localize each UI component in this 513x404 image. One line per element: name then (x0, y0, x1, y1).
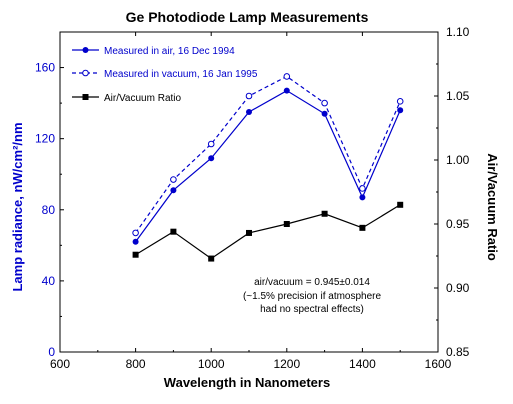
series-2-point (170, 228, 177, 235)
x-axis-label: Wavelength in Nanometers (164, 375, 330, 390)
series-0-point (246, 109, 252, 115)
series-line-2 (135, 204, 401, 260)
y2-tick-label: 1.10 (446, 25, 470, 39)
series-1-point (283, 73, 291, 80)
series-0-point (283, 87, 290, 94)
legend-marker-0 (82, 47, 89, 53)
series-0-point (208, 155, 215, 162)
series-0-point (397, 107, 404, 114)
annotation-line-2: had no spectral effects) (260, 304, 364, 315)
y2-tick-label: 0.85 (446, 345, 470, 359)
plot-frame (59, 31, 439, 353)
series-1-point (170, 176, 177, 183)
series-1-point (321, 99, 328, 107)
series-2-point (359, 224, 366, 231)
series-2-point (208, 255, 215, 262)
series-line-1 (135, 75, 401, 234)
legend-label-2: Air/Vacuum Ratio (104, 93, 182, 104)
series-1-point (207, 140, 215, 148)
y-tick-label: 0 (48, 345, 55, 359)
series-2-point (283, 221, 290, 227)
series-2-point (397, 201, 404, 208)
x-tick-label: 600 (50, 357, 70, 371)
series-line-0 (135, 89, 401, 243)
legend-label-0: Measured in air, 16 Dec 1994 (104, 46, 235, 57)
y2-tick-label: 1.00 (446, 153, 470, 167)
x-tick-label: 1400 (349, 357, 376, 371)
chart-title: Ge Photodiode Lamp Measurements (126, 9, 369, 25)
series-2-point (132, 251, 139, 258)
y2-tick-label: 0.95 (446, 217, 470, 231)
annotation-line-0: air/vacuum = 0.945±0.014 (254, 277, 370, 288)
y-tick-label: 40 (42, 274, 56, 288)
y-tick-label: 80 (42, 203, 56, 217)
x-tick-label: 1000 (198, 357, 225, 371)
x-tick-label: 1200 (273, 357, 300, 371)
y2-tick-label: 0.90 (446, 281, 470, 295)
x-tick-label: 800 (126, 357, 146, 371)
series-1-point (132, 229, 139, 237)
annotation-line-1: (~1.5% precision if atmosphere (243, 291, 382, 302)
y2-tick-label: 1.05 (446, 89, 470, 103)
series-0-point (132, 238, 139, 245)
legend-label-1: Measured in vacuum, 16 Jan 1995 (104, 69, 258, 80)
series-2-point (246, 229, 252, 236)
y2-axis-label: Air/Vacuum Ratio (485, 153, 500, 261)
series-1-point (359, 185, 366, 192)
y-axis-label: Lamp radiance, nW/cm²/nm (10, 122, 25, 291)
series-1-point (396, 98, 404, 105)
legend-marker-1 (82, 69, 89, 77)
y-tick-label: 160 (35, 61, 55, 75)
series-1-point (245, 92, 253, 100)
x-tick-label: 1600 (425, 357, 452, 371)
legend-marker-2 (82, 94, 89, 100)
series-0-point (359, 194, 366, 201)
series-0-point (170, 187, 177, 194)
series-2-point (321, 210, 328, 217)
y-tick-label: 120 (35, 132, 55, 146)
series-0-point (321, 110, 328, 117)
